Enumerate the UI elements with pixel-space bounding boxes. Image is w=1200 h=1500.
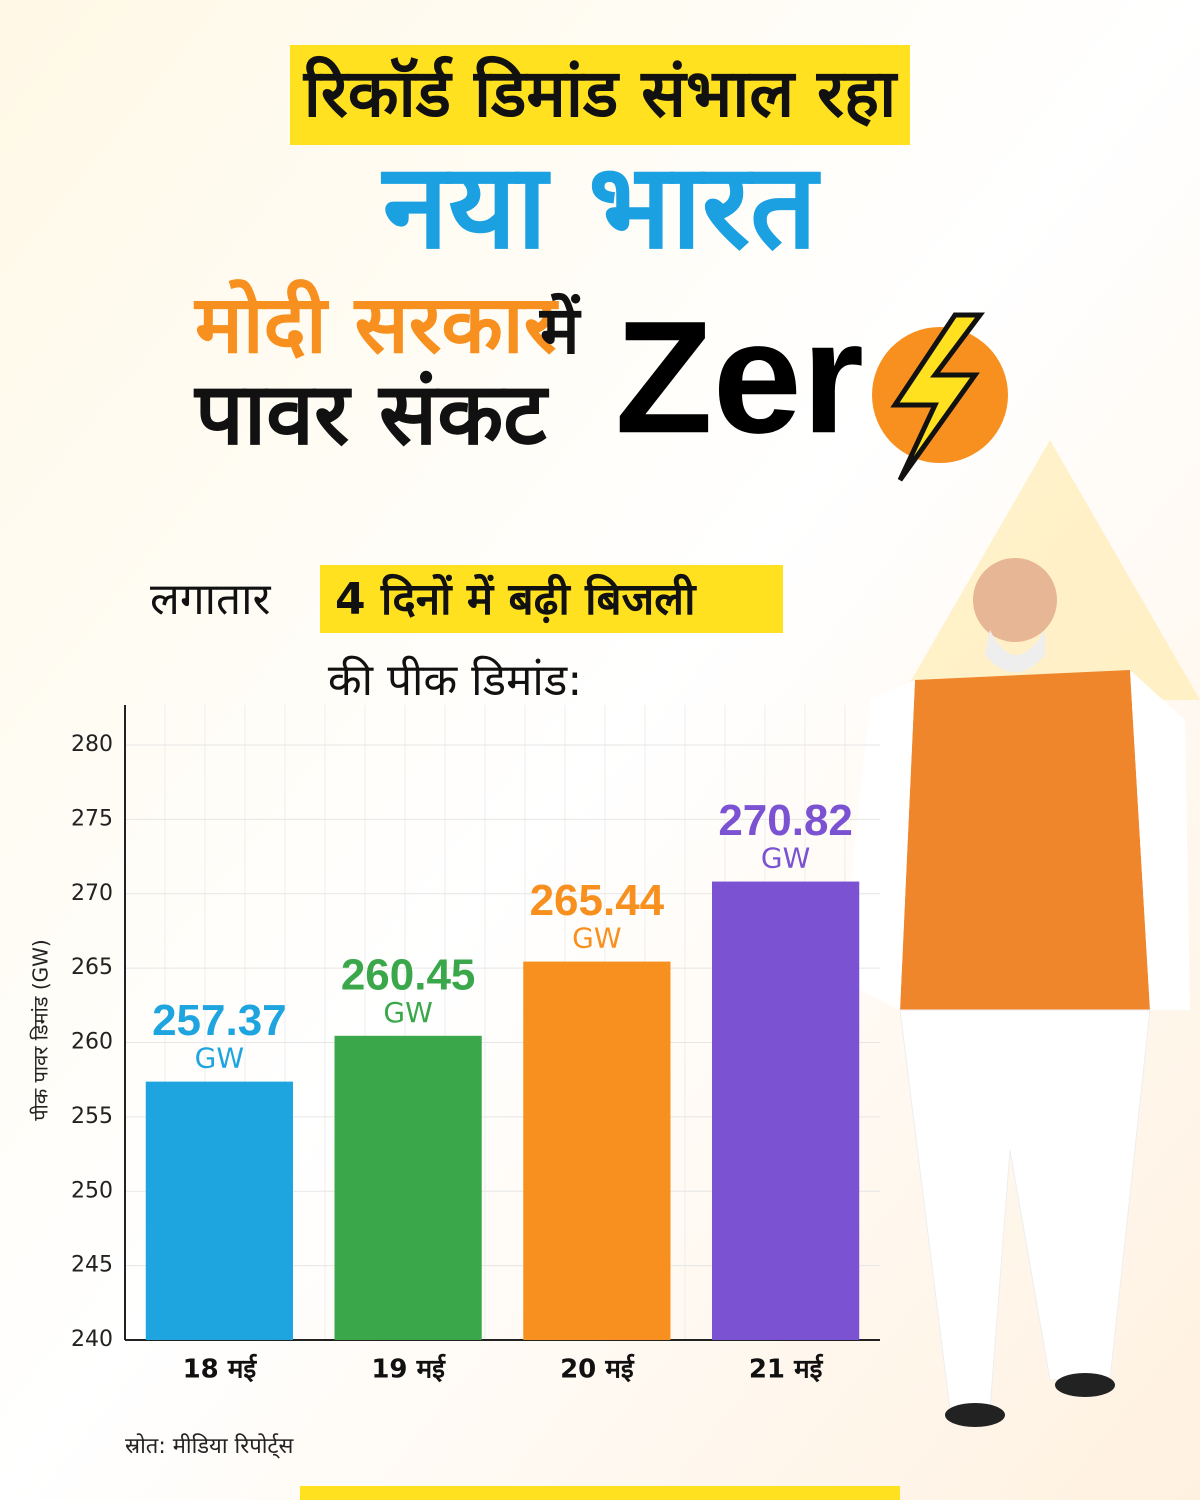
y-axis-label: पीक पावर डिमांड (GW) bbox=[29, 939, 53, 1120]
chart-title: लगातार bbox=[150, 574, 271, 625]
headline: में bbox=[538, 292, 582, 369]
y-tick-label: 265 bbox=[71, 955, 113, 980]
value-label: 270.82 bbox=[718, 796, 853, 845]
value-label: 257.37 bbox=[152, 996, 287, 1045]
person-figure bbox=[840, 558, 1190, 1427]
value-unit: GW bbox=[572, 922, 621, 955]
value-unit: GW bbox=[195, 1042, 244, 1075]
bolt-icon bbox=[890, 312, 985, 482]
headline-highlight bbox=[290, 45, 910, 145]
chart-title: की पीक डिमांड: bbox=[328, 655, 582, 706]
y-tick-label: 275 bbox=[71, 806, 113, 831]
bottom-strip bbox=[300, 1486, 900, 1500]
y-tick-label: 250 bbox=[71, 1178, 113, 1203]
chart-title: 4 दिनों में बढ़ी बिजली bbox=[335, 573, 697, 625]
y-tick-label: 245 bbox=[71, 1253, 113, 1278]
y-tick-label: 240 bbox=[71, 1327, 113, 1352]
headline: नया भारत bbox=[381, 137, 821, 275]
bar bbox=[523, 961, 671, 1340]
source: स्रोत: मीडिया रिपोर्ट्स bbox=[125, 1433, 294, 1459]
headline: मोदी सरकार bbox=[193, 278, 560, 371]
headline: पावर संकट bbox=[193, 364, 549, 464]
y-tick-label: 270 bbox=[71, 881, 113, 906]
x-tick-label: 19 मई bbox=[371, 1354, 446, 1385]
value-label: 265.44 bbox=[530, 876, 665, 925]
x-tick-label: 18 मई bbox=[183, 1354, 258, 1385]
bar bbox=[712, 881, 860, 1340]
title-highlight bbox=[320, 565, 783, 633]
y-tick-label: 260 bbox=[71, 1030, 113, 1055]
zero-text: Zer bbox=[615, 287, 864, 466]
value-unit: GW bbox=[761, 842, 810, 875]
decor-triangle bbox=[900, 440, 1200, 700]
value-label: 260.45 bbox=[341, 950, 476, 999]
y-tick-label: 255 bbox=[71, 1104, 113, 1129]
bar bbox=[334, 1035, 482, 1340]
x-tick-label: 21 मई bbox=[749, 1354, 824, 1385]
value-unit: GW bbox=[383, 996, 432, 1029]
bar bbox=[145, 1081, 293, 1340]
headline: रिकॉर्ड डिमांड संभाल रहा bbox=[302, 55, 899, 132]
y-tick-label: 280 bbox=[71, 732, 113, 757]
x-tick-label: 20 मई bbox=[560, 1354, 635, 1385]
